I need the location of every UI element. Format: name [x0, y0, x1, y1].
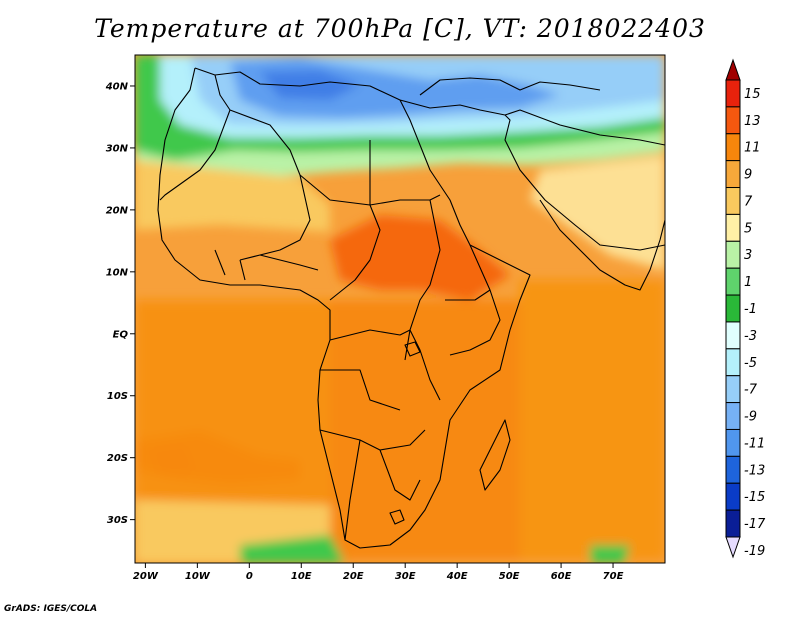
colorbar-swatch: [725, 482, 741, 511]
lon-tick-label: 60E: [551, 571, 572, 582]
colorbar-swatch: [725, 402, 741, 430]
lon-tick-label: 70E: [603, 571, 624, 582]
colorbar-label: 11: [744, 141, 761, 156]
colorbar-swatch: [725, 455, 741, 484]
colorbar-label: 3: [744, 248, 752, 263]
lat-tick-label: 40N: [105, 81, 129, 92]
colorbar-swatch: [725, 348, 741, 377]
colorbar-label: -17: [744, 517, 766, 532]
lon-tick-label: 20W: [133, 571, 159, 582]
lon-tick-label: 0: [246, 571, 253, 582]
colorbar-label: -13: [744, 463, 765, 478]
colorbar-label: -19: [744, 544, 765, 559]
colorbar-swatch: [725, 106, 741, 135]
colorbar-label: 7: [744, 194, 753, 209]
chart-title: Temperature at 700hPa [C], VT: 201802240…: [94, 14, 706, 43]
lat-tick-label: 30N: [106, 143, 129, 154]
lon-tick-label: 20E: [343, 571, 364, 582]
colorbar-swatch: [725, 509, 741, 538]
lon-tick-label: 10W: [185, 571, 211, 582]
colorbar-swatch: [725, 240, 741, 269]
colorbar-label: -7: [744, 383, 758, 398]
colorbar-label: 1: [744, 275, 752, 290]
colorbar-swatch: [725, 428, 741, 457]
latitude-axis: 40N 30N 20N 10N EQ 10S 20S 30S: [105, 81, 135, 526]
colorbar-swatch: [725, 79, 741, 108]
colorbar-label: 15: [744, 87, 761, 102]
colorbar-label: -15: [744, 490, 765, 505]
lat-tick-label: 20S: [107, 453, 128, 464]
colorbar-swatch: [725, 294, 741, 323]
colorbar-swatch: [725, 267, 741, 296]
colorbar-swatch: [725, 321, 741, 350]
lon-tick-label: 40E: [446, 571, 468, 582]
longitude-axis: 20W 10W 0 10E 20E 30E 40E 50E 60E 70E: [133, 563, 624, 582]
credit-text: GrADS: IGES/COLA: [4, 604, 98, 614]
colorbar-label: -3: [744, 329, 757, 344]
lat-tick-label: 30S: [107, 515, 128, 526]
colorbar-legend: 15 13 11 9 7 5 3 1 -1 -3 -5 -7 -9 -11 -13 -15 -17 -19: [725, 58, 766, 559]
colorbar-swatch: [725, 133, 741, 162]
map-frame: [134, 54, 666, 564]
lon-tick-label: 10E: [291, 571, 312, 582]
colorbar-swatch: [725, 187, 741, 215]
lat-tick-label: 10S: [107, 391, 128, 402]
colorbar-label: 5: [744, 221, 752, 236]
coastlines-borders: [157, 67, 665, 549]
lon-tick-label: 50E: [499, 571, 520, 582]
colorbar-label: -9: [744, 410, 757, 425]
colorbar-swatch: [725, 213, 741, 242]
lat-tick-label: 10N: [106, 267, 129, 278]
colorbar-label: 9: [744, 168, 752, 183]
colorbar-label: -11: [744, 436, 765, 451]
lat-tick-label: EQ: [113, 329, 129, 340]
colorbar-swatch: [725, 160, 741, 189]
colorbar-label: -5: [744, 356, 757, 371]
colorbar-label: -1: [744, 302, 757, 317]
lon-tick-label: 30E: [395, 571, 416, 582]
colorbar-upper-arrow: [725, 58, 741, 81]
colorbar-label: 13: [744, 114, 761, 129]
colorbar-swatch: [725, 375, 741, 404]
lat-tick-label: 20N: [106, 205, 129, 216]
colorbar-lower-arrow: [725, 536, 741, 559]
